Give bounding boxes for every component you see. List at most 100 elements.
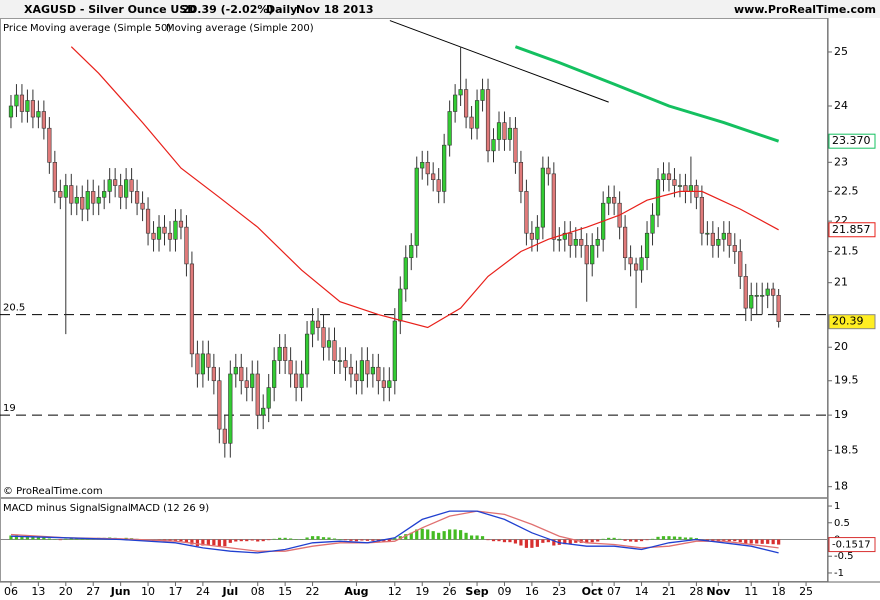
histogram-bar: [20, 536, 24, 540]
x-tick-label: 11: [744, 585, 758, 598]
candle-body: [36, 111, 41, 118]
value-label-box: [828, 222, 876, 238]
trendline: [389, 20, 609, 103]
candle-body: [244, 380, 249, 388]
histogram-bar: [426, 529, 430, 540]
histogram-bar: [733, 539, 737, 542]
histogram-bar: [420, 528, 424, 540]
histogram-bar: [755, 539, 759, 544]
histogram-bar: [58, 539, 62, 541]
candle-body: [52, 162, 57, 192]
y-tick-label: 19: [834, 408, 848, 421]
candle-body: [272, 360, 277, 388]
candle-body: [299, 373, 304, 388]
candle-body: [480, 89, 485, 101]
candle-body: [524, 191, 529, 234]
histogram-bar: [354, 539, 359, 542]
x-tick-label: Oct: [582, 585, 603, 598]
candle-body: [672, 179, 677, 186]
histogram-bar: [69, 538, 73, 540]
candle-body: [771, 288, 776, 296]
value-label-box: [828, 133, 876, 149]
legend-entry: Price: [3, 23, 27, 34]
histogram-bar: [47, 538, 51, 540]
legend-entry: MACD minus Signal: [3, 503, 100, 514]
histogram-bar: [672, 536, 677, 540]
x-tick-label: 06: [4, 585, 18, 598]
y-tick-label: 19.5: [834, 374, 859, 387]
candle-body: [96, 196, 101, 204]
x-tick-label: 13: [31, 585, 45, 598]
candle-body: [8, 105, 14, 118]
candle-body: [200, 353, 205, 375]
candle-body: [535, 226, 540, 240]
histogram-bar: [382, 539, 386, 542]
candle-body: [661, 173, 666, 180]
candle-body: [776, 295, 781, 322]
value-label: -0.1517: [832, 540, 871, 551]
candle-body: [699, 196, 704, 234]
x-tick-label: 17: [168, 585, 182, 598]
histogram-bar: [206, 539, 210, 546]
candle-body: [91, 191, 96, 204]
histogram-bar: [404, 534, 408, 540]
candle-body: [765, 288, 770, 296]
candle-body: [343, 360, 348, 368]
candle-body: [145, 208, 151, 234]
y-tick-label: 18: [834, 480, 848, 493]
value-label-box: [828, 314, 876, 330]
histogram-bar: [250, 539, 254, 541]
candle-body: [623, 226, 628, 259]
histogram-bar: [289, 538, 293, 540]
histogram-bar: [278, 537, 282, 540]
histogram-bar: [678, 536, 682, 540]
histogram-bar: [453, 529, 457, 540]
candle-body: [392, 320, 397, 382]
candle-body: [507, 127, 513, 140]
histogram-bar: [628, 539, 633, 542]
histogram-bar: [497, 539, 501, 542]
candle-body: [551, 173, 556, 240]
candle-body: [25, 100, 30, 112]
legend-entry: Moving average (Simple 200): [166, 23, 314, 34]
value-label: 23.370: [832, 134, 871, 147]
histogram-bar: [409, 532, 413, 540]
histogram-bar: [316, 536, 320, 540]
candle-body: [381, 380, 386, 388]
histogram-bar: [53, 539, 57, 540]
candle-body: [288, 360, 293, 375]
x-tick-label: 22: [306, 585, 320, 598]
header-bar: [0, 0, 880, 18]
histogram-bar: [683, 537, 688, 540]
candle-body: [239, 366, 244, 382]
candle-body: [683, 185, 688, 192]
candle-body: [584, 245, 589, 265]
candle-body: [562, 232, 567, 240]
y-tick-label: 20: [834, 340, 848, 353]
histogram-bar: [694, 538, 698, 540]
candle-body: [590, 245, 595, 265]
y-tick-label: 21.5: [834, 245, 859, 258]
x-tick-label: 09: [497, 585, 511, 598]
histogram-bar: [623, 539, 627, 541]
candle-body: [644, 232, 650, 259]
candle-body: [354, 373, 359, 382]
histogram-bar: [217, 539, 221, 547]
candle-body: [710, 232, 715, 246]
candle-body: [716, 238, 721, 246]
histogram-bar: [689, 537, 693, 540]
y-tick-label: -0.5: [834, 551, 854, 562]
level-label: 20.5: [3, 303, 25, 314]
candle-body: [727, 232, 732, 246]
candle-body: [85, 191, 90, 210]
histogram-bar: [464, 532, 468, 540]
candle-body: [557, 238, 562, 241]
candle-body: [491, 139, 496, 152]
histogram-bar: [31, 536, 35, 540]
histogram-bar: [568, 539, 572, 544]
histogram-bar: [469, 535, 474, 540]
histogram-bar: [645, 539, 649, 541]
candle-body: [228, 373, 233, 444]
candle-body: [129, 179, 134, 192]
